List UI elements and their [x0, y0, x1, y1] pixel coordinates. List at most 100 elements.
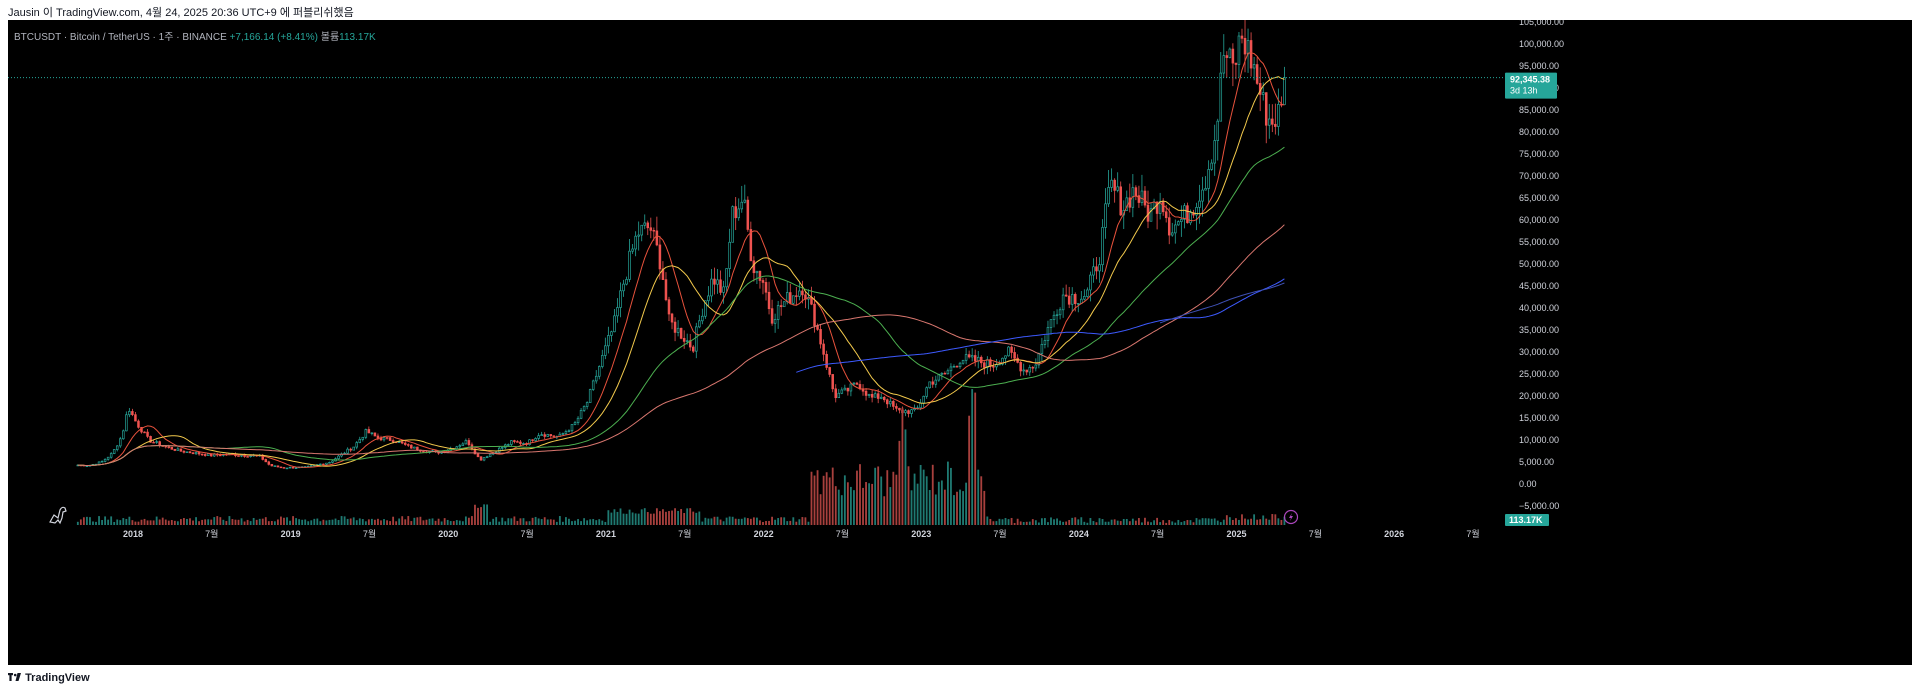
candle [264, 458, 268, 463]
volume-bar [1216, 520, 1219, 525]
candle [1201, 176, 1204, 217]
volume-bar [528, 521, 531, 525]
candle [237, 455, 240, 457]
volume-bar [131, 520, 134, 525]
candle [655, 216, 659, 247]
volume-bar [634, 513, 637, 525]
volume-bar [592, 518, 595, 525]
volume-bar [1068, 519, 1071, 525]
candle [1174, 219, 1177, 244]
candle [1149, 202, 1153, 222]
candle [373, 432, 377, 437]
volume-bar [1037, 522, 1040, 525]
volume-bar [110, 516, 113, 525]
candle [267, 460, 271, 466]
y-tick-label: 55,000.00 [1519, 237, 1559, 247]
volume-bar [740, 518, 743, 525]
candle [676, 320, 680, 337]
volume-bar [1025, 521, 1028, 525]
volume-bar [1159, 522, 1162, 525]
chart-area[interactable]: 105,000.00100,000.0095,000.0090,000.0085… [8, 20, 1912, 665]
volume-bar [655, 508, 658, 525]
candle [816, 323, 819, 331]
candle [740, 185, 744, 213]
candle [795, 287, 798, 305]
candle [294, 467, 298, 469]
volume-bar [1104, 521, 1107, 525]
volume-layer [76, 389, 1286, 525]
volume-bar [1089, 518, 1092, 525]
candle [976, 350, 980, 369]
volume-bar [695, 512, 698, 525]
tradingview-logo[interactable]: TradingView [8, 672, 90, 684]
volume-bar [1244, 518, 1246, 525]
volume-bar [652, 513, 655, 525]
x-tick-label: 2018 [123, 529, 143, 539]
candle [1183, 203, 1186, 229]
volume-bar [765, 521, 767, 525]
volume-bar [534, 516, 537, 525]
volume-bar [665, 511, 667, 525]
volume-bar [1095, 522, 1098, 525]
candle [103, 458, 107, 463]
candle [952, 364, 956, 368]
candle [115, 445, 119, 452]
volume-bar [1138, 518, 1140, 525]
volume-bar [407, 516, 410, 525]
volume-bar [383, 519, 385, 525]
volume-bar [392, 516, 395, 525]
volume-bar [571, 521, 573, 525]
candle [688, 333, 692, 351]
volume-bar [865, 482, 867, 525]
last-price-label: 92,345.38 [1510, 75, 1550, 85]
volume-bar [140, 519, 143, 525]
volume-bar [677, 510, 680, 525]
dino-icon[interactable] [49, 506, 67, 525]
volume-bar [461, 521, 464, 525]
volume-bar [167, 520, 170, 525]
candle [1228, 47, 1232, 59]
candle [594, 370, 598, 384]
volume-bar [886, 470, 889, 525]
volume-bar [1174, 522, 1177, 525]
volume-bar [907, 466, 910, 525]
volume-bar [186, 518, 188, 525]
volume-bar [813, 475, 816, 525]
lightning-icon[interactable] [1283, 509, 1299, 525]
volume-bar [319, 521, 322, 525]
volume-bar [310, 520, 313, 525]
volume-bar [277, 519, 279, 525]
candle [980, 355, 983, 368]
candle [537, 432, 540, 441]
volume-bar [1053, 519, 1055, 525]
volume-bar [349, 518, 352, 525]
price-chart[interactable]: 105,000.00100,000.0095,000.0090,000.0085… [8, 20, 1912, 665]
volume-bar [898, 440, 901, 525]
volume-bar [410, 521, 413, 525]
volume-bar [377, 518, 379, 525]
volume-bar [489, 521, 492, 525]
volume-bar [95, 521, 97, 525]
y-tick-label: 70,000.00 [1519, 171, 1559, 181]
candle [1264, 92, 1268, 144]
volume-bar [286, 517, 288, 525]
candle [482, 457, 486, 462]
candle [570, 424, 574, 434]
volume-bar [261, 518, 264, 525]
volume-bar [413, 517, 416, 525]
candle [925, 386, 928, 399]
volume-bar [289, 520, 291, 525]
volume-bar [240, 518, 243, 525]
volume-bar [1231, 519, 1234, 525]
volume-bar [337, 520, 340, 525]
candle [604, 337, 607, 360]
candle [713, 267, 716, 295]
candle [643, 214, 647, 230]
candle [825, 350, 828, 371]
volume-bar [619, 508, 622, 525]
moving-average-line [77, 146, 1285, 466]
volume-bar [1001, 519, 1004, 525]
candle [967, 350, 971, 359]
volume-bar [1040, 518, 1043, 525]
candle [928, 381, 931, 389]
